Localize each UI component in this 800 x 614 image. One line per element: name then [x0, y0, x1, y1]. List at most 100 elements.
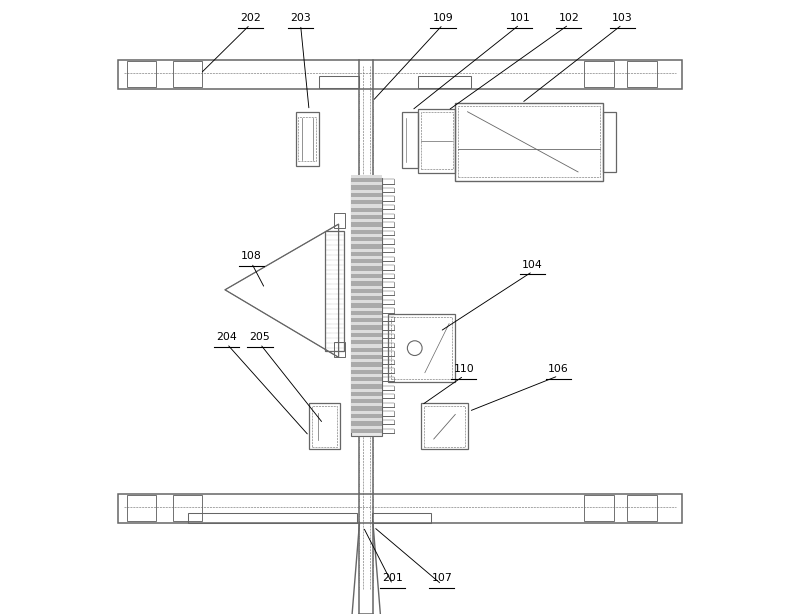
Bar [351, 359, 382, 362]
Bar [118, 494, 682, 523]
Bar [351, 340, 382, 344]
Bar [173, 61, 202, 87]
Bar [351, 392, 382, 396]
Bar [351, 374, 382, 377]
Bar [126, 61, 156, 87]
Bar [351, 406, 382, 411]
Bar [351, 296, 382, 300]
Bar [584, 61, 614, 87]
Bar [351, 362, 382, 367]
Bar [627, 495, 657, 521]
Bar [351, 244, 382, 249]
Bar [351, 222, 382, 227]
Bar [351, 333, 382, 337]
Bar [351, 190, 382, 193]
Bar [351, 396, 382, 399]
Text: 108: 108 [241, 251, 262, 261]
Bar [418, 109, 455, 173]
Bar [351, 325, 382, 330]
Bar [311, 406, 338, 447]
Bar [351, 367, 382, 370]
Text: 109: 109 [433, 13, 454, 23]
Text: 101: 101 [510, 13, 530, 23]
Bar [351, 355, 382, 359]
Bar [319, 76, 359, 88]
Bar [388, 314, 455, 382]
Text: 107: 107 [431, 573, 452, 583]
Bar [418, 76, 470, 88]
Bar [351, 185, 382, 190]
Bar [351, 281, 382, 286]
Bar [421, 112, 453, 169]
Bar [351, 414, 382, 418]
Bar [422, 403, 467, 449]
Bar [351, 215, 382, 219]
Bar [309, 403, 340, 449]
Bar [351, 271, 382, 274]
Text: 201: 201 [382, 573, 403, 583]
Bar [173, 495, 202, 521]
Bar [351, 330, 382, 333]
Text: 110: 110 [454, 364, 474, 374]
Bar [351, 426, 382, 429]
Bar [351, 352, 382, 355]
Bar [351, 259, 382, 263]
Bar [351, 344, 382, 348]
Bar [351, 230, 382, 234]
Text: 106: 106 [548, 364, 569, 374]
Bar [118, 60, 682, 89]
Bar [458, 106, 599, 177]
Bar [351, 421, 382, 426]
Bar [334, 213, 346, 228]
Bar [351, 370, 382, 374]
Bar [351, 403, 382, 406]
Bar [351, 289, 382, 293]
Bar [325, 231, 343, 351]
Bar [188, 513, 357, 523]
Bar [351, 303, 382, 308]
Bar [351, 256, 382, 259]
Bar [351, 212, 382, 215]
Bar [298, 117, 317, 161]
Bar [351, 399, 382, 403]
Bar [602, 112, 616, 172]
Bar [424, 406, 465, 447]
Bar [351, 208, 382, 212]
Bar [351, 318, 382, 322]
Bar [334, 342, 346, 357]
Bar [351, 348, 382, 352]
Bar [455, 103, 602, 181]
Bar [402, 112, 418, 168]
Bar [351, 411, 382, 414]
Bar [351, 234, 382, 237]
Text: 103: 103 [612, 13, 633, 23]
Bar [351, 241, 382, 244]
Bar [351, 315, 382, 318]
Bar [351, 389, 382, 392]
Text: 205: 205 [250, 332, 270, 342]
Bar [351, 377, 382, 381]
Bar [351, 322, 382, 325]
Text: 104: 104 [522, 260, 543, 270]
Bar [351, 200, 382, 204]
Bar [351, 178, 382, 436]
Bar [351, 219, 382, 222]
Bar [351, 381, 382, 384]
Bar [351, 193, 382, 197]
Bar [351, 337, 382, 340]
Bar [296, 112, 319, 166]
Bar [351, 293, 382, 296]
Bar [584, 495, 614, 521]
Bar [627, 61, 657, 87]
Bar [351, 204, 382, 208]
Bar [351, 227, 382, 230]
Bar [351, 384, 382, 389]
Bar [351, 197, 382, 200]
Bar [126, 495, 156, 521]
Bar [351, 286, 382, 289]
Bar [351, 300, 382, 303]
Bar [372, 513, 430, 523]
Bar [351, 274, 382, 278]
Text: 204: 204 [217, 332, 238, 342]
Bar [351, 249, 382, 252]
